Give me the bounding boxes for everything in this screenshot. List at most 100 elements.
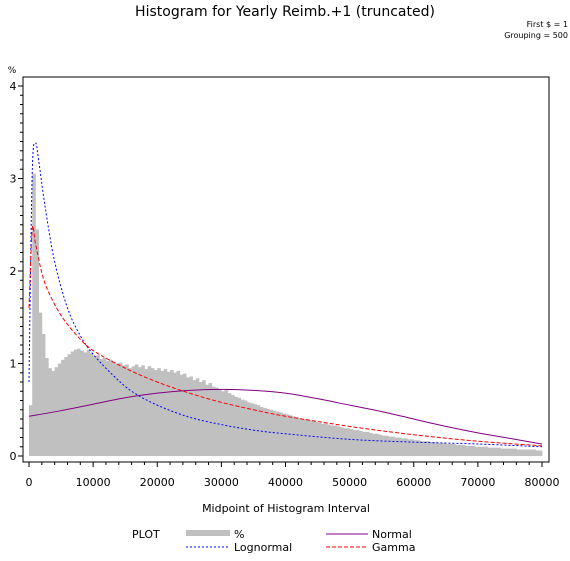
histogram-bar-38: [150, 368, 155, 457]
histogram-bar-90: [317, 422, 322, 456]
histogram-bar-118: [407, 439, 411, 456]
histogram-bar-135: [461, 444, 466, 456]
histogram-bar-134: [458, 444, 463, 456]
histogram-bar-93: [327, 424, 331, 456]
histogram-bar-138: [471, 445, 476, 456]
histogram-bar-44: [170, 369, 174, 456]
x-tick-label: 40000: [268, 476, 303, 489]
histogram-bar-64: [234, 396, 238, 456]
histogram-bar-144: [490, 447, 495, 456]
histogram-bar-116: [400, 438, 405, 456]
x-tick-label: 30000: [204, 476, 239, 489]
histogram-bar-45: [173, 372, 177, 456]
x-tick-label: 0: [26, 476, 33, 489]
histogram-bar-3: [38, 312, 43, 457]
histogram-bar-13: [70, 351, 75, 456]
histogram-bar-67: [243, 400, 248, 456]
histogram-bar-101: [352, 430, 357, 456]
histogram-bar-159: [538, 450, 543, 456]
histogram-bar-78: [279, 412, 283, 456]
histogram-bar-99: [346, 428, 351, 456]
histogram-bar-148: [503, 448, 508, 456]
histogram-bar-96: [336, 426, 341, 456]
histogram-bar-20: [93, 356, 97, 456]
y-tick-label: 0: [10, 450, 17, 463]
histogram-bar-36: [144, 369, 149, 456]
histogram-bar-125: [429, 442, 434, 457]
histogram-bar-2: [35, 229, 40, 456]
histogram-bar-75: [269, 409, 274, 456]
histogram-bar-104: [362, 431, 367, 456]
histogram-bar-52: [195, 378, 200, 456]
histogram-bar-37: [147, 366, 152, 456]
histogram-bar-112: [388, 436, 392, 456]
histogram-bar-124: [426, 441, 431, 456]
note-first-dollar: First $ = 1: [527, 20, 568, 29]
histogram-bar-153: [519, 449, 524, 456]
histogram-bar-111: [384, 435, 389, 456]
histogram-bar-62: [227, 393, 232, 456]
histogram-bar-110: [381, 435, 386, 456]
legend-label-percent: %: [234, 528, 244, 541]
histogram-bar-136: [465, 445, 469, 456]
histogram-bar-154: [522, 449, 527, 456]
histogram-bar-95: [333, 425, 338, 456]
legend-label-lognormal: Lognormal: [234, 541, 292, 554]
histogram-bar-5: [45, 357, 49, 456]
histogram-bar-53: [198, 382, 203, 456]
histogram-bar-40: [157, 368, 161, 457]
histogram-bar-122: [420, 441, 424, 456]
histogram-bar-1: [32, 173, 36, 457]
histogram-bar-33: [134, 364, 139, 456]
histogram-bar-123: [423, 441, 427, 456]
histogram-bar-137: [468, 445, 472, 456]
histogram-bar-91: [320, 423, 325, 457]
histogram-bar-29: [121, 365, 126, 456]
histogram-bar-42: [163, 369, 168, 456]
x-tick-label: 60000: [396, 476, 431, 489]
histogram-bar-92: [323, 423, 328, 457]
note-grouping: Grouping = 500: [504, 31, 568, 40]
histogram-bar-74: [266, 408, 270, 456]
histogram-bar-80: [285, 414, 290, 457]
histogram-bar-17: [83, 352, 88, 456]
histogram-bar-76: [272, 410, 277, 456]
histogram-bar-88: [311, 420, 315, 456]
y-tick-label: 1: [10, 358, 17, 371]
histogram-bar-39: [154, 369, 158, 456]
histogram-bar-77: [275, 411, 280, 456]
histogram-bar-152: [516, 449, 520, 456]
histogram-bar-127: [436, 443, 440, 456]
curve-normal: [28, 388, 543, 445]
histogram-bar-65: [237, 397, 242, 456]
histogram-bar-27: [115, 363, 120, 456]
histogram-bar-82: [291, 416, 296, 456]
histogram-bar-16: [80, 350, 84, 456]
histogram-bar-156: [529, 449, 533, 456]
histogram-bar-31: [128, 368, 132, 457]
histogram-bar-94: [330, 425, 334, 456]
histogram-bar-6: [48, 368, 52, 457]
histogram-bar-132: [452, 443, 456, 456]
curve-lognormal: [28, 142, 543, 448]
histogram-bar-146: [497, 447, 501, 456]
histogram-bar-157: [532, 449, 536, 456]
histogram-bar-149: [506, 448, 511, 456]
histogram-bar-145: [493, 447, 498, 456]
histogram-bar-69: [250, 403, 254, 456]
histogram-bar-141: [481, 446, 485, 456]
histogram-bar-109: [378, 434, 383, 456]
histogram-bar-142: [484, 446, 488, 456]
histogram-bar-34: [138, 367, 142, 456]
histogram-bar-46: [176, 370, 181, 456]
y-tick-label: 3: [10, 173, 17, 186]
x-tick-label: 20000: [140, 476, 175, 489]
histogram-bars: [29, 173, 543, 457]
x-axis-label: Midpoint of Histogram Interval: [202, 502, 370, 515]
histogram-bar-98: [343, 428, 347, 456]
y-axis-label: %: [8, 66, 17, 76]
histogram-bar-48: [182, 373, 187, 456]
legend-label-gamma: Gamma: [372, 541, 415, 554]
histogram-bar-128: [439, 443, 444, 456]
histogram-bar-15: [77, 348, 81, 456]
